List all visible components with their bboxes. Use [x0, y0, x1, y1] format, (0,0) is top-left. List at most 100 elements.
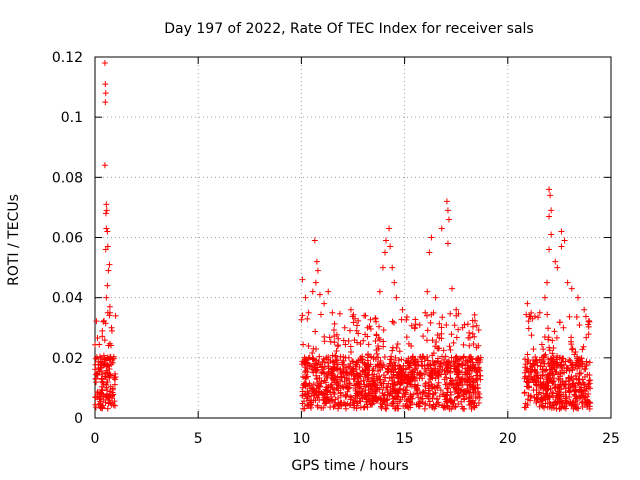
data-point	[329, 372, 336, 379]
data-point	[458, 398, 465, 405]
data-point	[557, 404, 564, 411]
x-tick-label: 25	[602, 431, 620, 447]
data-point	[542, 351, 549, 358]
data-point	[534, 362, 541, 369]
data-point	[419, 395, 426, 402]
data-point	[464, 358, 471, 365]
data-point	[369, 371, 376, 378]
data-point	[375, 345, 382, 352]
data-point	[389, 364, 396, 371]
data-point	[379, 264, 386, 271]
data-point	[439, 353, 446, 360]
data-point	[364, 376, 371, 383]
tick-labels: 0 0.02 0.04 0.06 0.08 0.1 0.12 0 5 10 15 20 25	[52, 50, 620, 447]
data-point	[347, 327, 354, 334]
data-point	[546, 213, 553, 220]
data-point	[92, 355, 99, 362]
data-point	[353, 366, 360, 373]
data-point	[347, 306, 354, 313]
data-point	[316, 374, 323, 381]
x-tick-label: 10	[292, 431, 310, 447]
data-point	[427, 319, 434, 326]
data-point	[411, 381, 418, 388]
data-point	[99, 333, 106, 340]
data-point	[578, 370, 585, 377]
data-point	[460, 393, 467, 400]
data-point	[354, 359, 361, 366]
data-point	[310, 345, 317, 352]
data-point	[332, 353, 339, 360]
data-point	[95, 361, 102, 368]
data-point	[537, 363, 544, 370]
data-point	[447, 375, 454, 382]
data-point	[299, 358, 306, 365]
data-point	[446, 343, 453, 350]
data-point	[540, 346, 547, 353]
data-point	[399, 306, 406, 313]
data-point	[466, 389, 473, 396]
data-point	[426, 390, 433, 397]
data-point	[404, 403, 411, 410]
data-point	[468, 405, 475, 412]
data-point	[552, 258, 559, 265]
data-point	[335, 401, 342, 408]
data-point	[329, 309, 336, 316]
data-point	[331, 390, 338, 397]
data-point	[581, 306, 588, 313]
data-point	[448, 331, 455, 338]
data-point	[549, 350, 556, 357]
data-point	[328, 381, 335, 388]
data-point	[525, 325, 532, 332]
data-point	[316, 353, 323, 360]
data-point	[585, 391, 592, 398]
data-point	[544, 279, 551, 286]
data-point	[563, 365, 570, 372]
data-point	[381, 353, 388, 360]
data-point	[587, 385, 594, 392]
data-point	[553, 401, 560, 408]
data-point	[408, 357, 415, 364]
data-point	[310, 386, 317, 393]
data-point	[313, 258, 320, 265]
data-point	[574, 294, 581, 301]
data-point	[472, 378, 479, 385]
data-point	[551, 366, 558, 373]
data-point	[386, 375, 393, 382]
data-point	[453, 306, 460, 313]
data-point	[376, 386, 383, 393]
data-point	[323, 354, 330, 361]
data-point	[414, 382, 421, 389]
data-point	[448, 398, 455, 405]
data-point	[362, 387, 369, 394]
data-point	[372, 356, 379, 363]
data-point	[93, 318, 100, 325]
data-point	[448, 354, 455, 361]
data-point	[320, 390, 327, 397]
data-point	[541, 334, 548, 341]
data-point	[455, 390, 462, 397]
data-point	[93, 371, 100, 378]
data-point	[425, 365, 432, 372]
data-point	[431, 359, 438, 366]
data-point	[544, 403, 551, 410]
data-point	[342, 393, 349, 400]
data-point	[306, 354, 313, 361]
data-point	[544, 386, 551, 393]
data-point	[562, 397, 569, 404]
data-point	[392, 354, 399, 361]
data-point	[445, 359, 452, 366]
data-point	[552, 398, 559, 405]
data-point	[473, 322, 480, 329]
data-point	[432, 294, 439, 301]
data-point	[337, 353, 344, 360]
data-point	[374, 362, 381, 369]
data-point	[324, 374, 331, 381]
data-point	[585, 323, 592, 330]
data-point	[344, 400, 351, 407]
data-point	[302, 357, 309, 364]
data-point	[309, 288, 316, 295]
data-point	[452, 403, 459, 410]
data-point	[301, 354, 308, 361]
data-point	[92, 366, 99, 373]
data-point	[339, 383, 346, 390]
